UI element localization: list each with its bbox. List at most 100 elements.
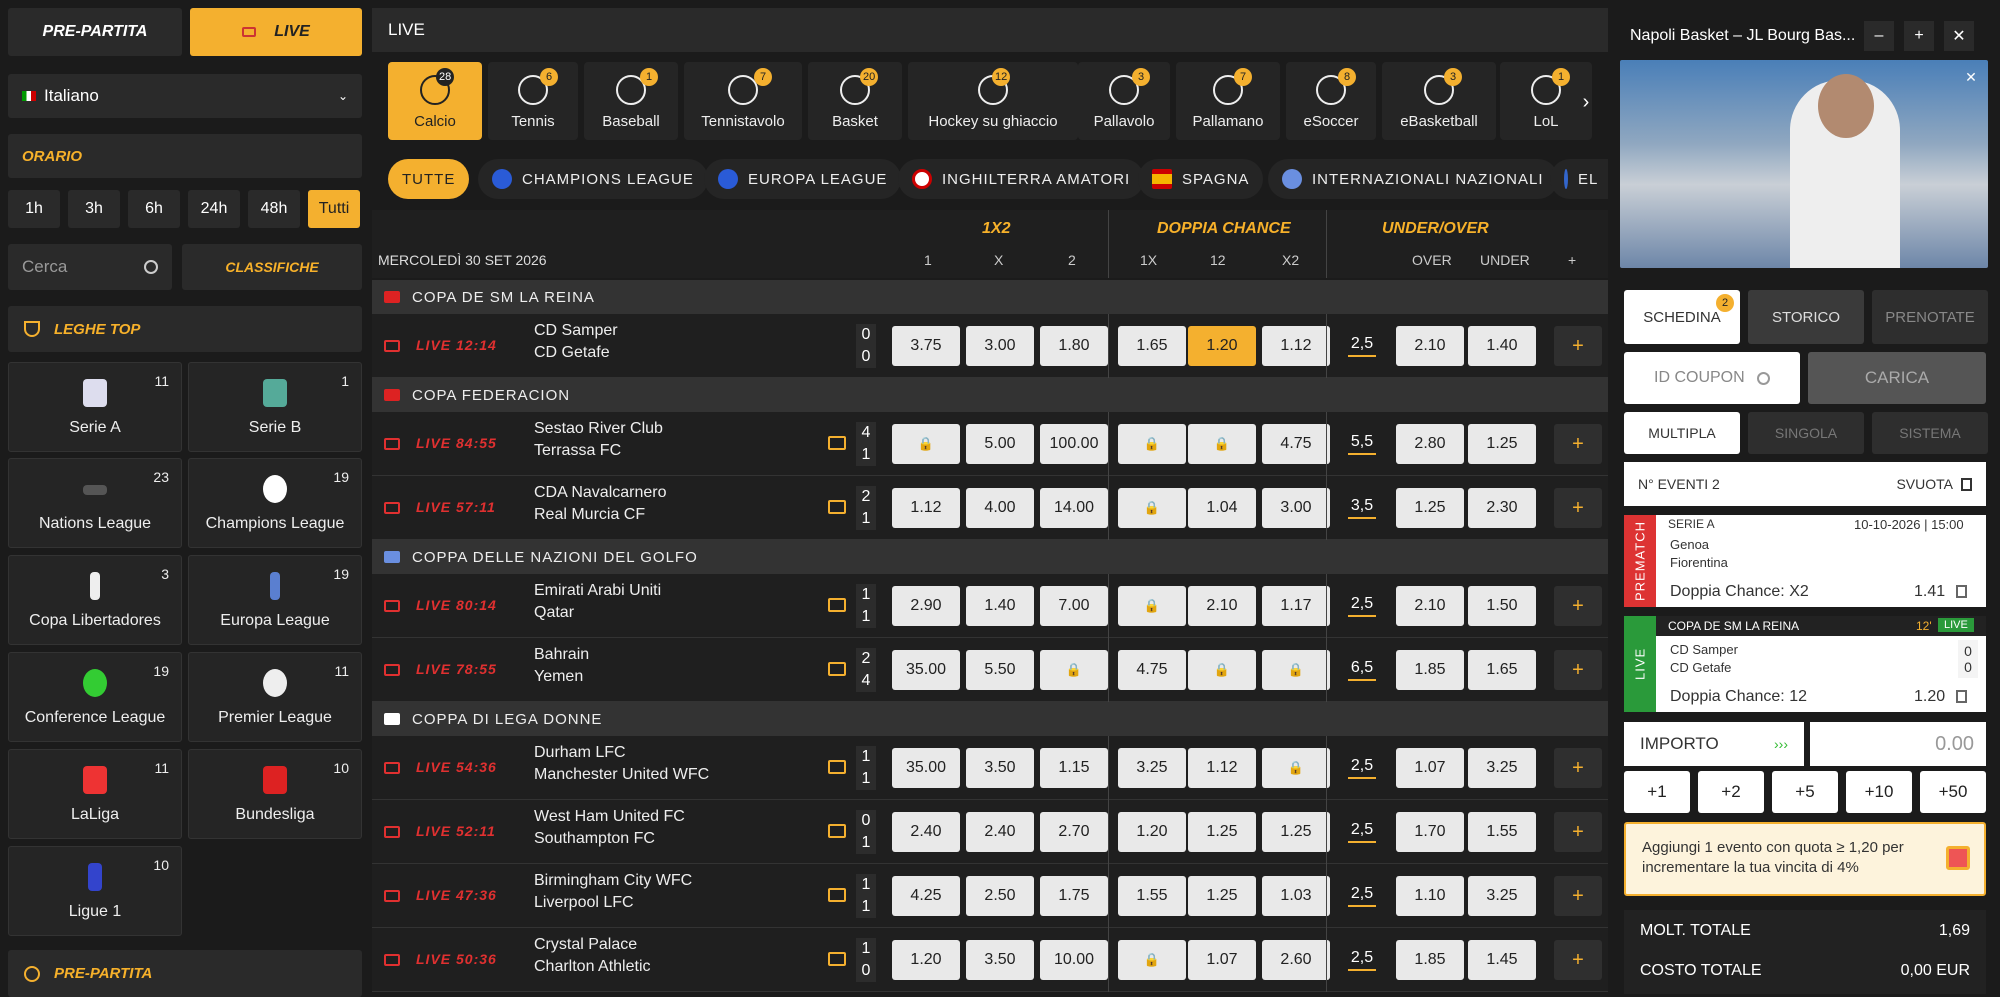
match-row[interactable]: LIVE 80:14 Emirati Arabi Uniti Qatar 1 1 2.90… <box>372 574 1608 638</box>
uo-line-select[interactable]: 3,5 <box>1332 488 1392 528</box>
under-odd[interactable]: 1.55 <box>1468 812 1536 852</box>
more-markets-button[interactable]: + <box>1554 326 1602 366</box>
sport-tennis[interactable]: 6 Tennis <box>488 62 578 140</box>
lock-icon[interactable]: 🔒 <box>1188 424 1256 464</box>
under-odd[interactable]: 3.25 <box>1468 748 1536 788</box>
video-player[interactable]: ✕ <box>1620 60 1988 268</box>
tv-icon[interactable] <box>828 500 846 514</box>
video-close-icon[interactable]: ✕ <box>1965 68 1977 85</box>
league-serie-b[interactable]: 1 Serie B <box>188 362 362 452</box>
comp-internazionali[interactable]: INTERNAZIONALI NAZIONALI <box>1268 159 1558 199</box>
lock-icon[interactable]: 🔒 <box>1118 586 1186 626</box>
lock-icon[interactable]: 🔒 <box>1262 748 1330 788</box>
sport-lol[interactable]: 1 LoL <box>1500 62 1592 140</box>
odd-button[interactable]: 2.70 <box>1040 812 1108 852</box>
uo-line-select[interactable]: 2,5 <box>1332 326 1392 366</box>
odd-button[interactable]: 4.75 <box>1118 650 1186 690</box>
under-odd[interactable]: 1.65 <box>1468 650 1536 690</box>
orario-48h[interactable]: 48h <box>248 190 300 228</box>
classifiche-button[interactable]: CLASSIFICHE <box>182 244 362 290</box>
more-markets-button[interactable]: + <box>1554 748 1602 788</box>
mode-multipla[interactable]: MULTIPLA <box>1624 412 1740 454</box>
tv-icon[interactable] <box>828 824 846 838</box>
under-odd[interactable]: 1.50 <box>1468 586 1536 626</box>
comp-el[interactable]: EL <box>1550 159 1608 199</box>
uo-line-select[interactable]: 6,5 <box>1332 650 1392 690</box>
over-odd[interactable]: 1.85 <box>1396 940 1464 980</box>
under-odd[interactable]: 1.45 <box>1468 940 1536 980</box>
league-nations-league[interactable]: 23 Nations League <box>8 458 182 548</box>
lock-icon[interactable]: 🔒 <box>1118 940 1186 980</box>
over-odd[interactable]: 2.80 <box>1396 424 1464 464</box>
sport-ebasketball[interactable]: 3 eBasketball <box>1382 62 1496 140</box>
comp-inghilterra[interactable]: INGHILTERRA AMATORI <box>898 159 1145 199</box>
tv-icon[interactable] <box>828 888 846 902</box>
match-row[interactable]: LIVE 54:36 Durham LFC Manchester United WF… <box>372 736 1608 800</box>
quick-amount-10[interactable]: +10 <box>1846 771 1912 813</box>
over-odd[interactable]: 1.85 <box>1396 650 1464 690</box>
odd-button[interactable]: 1.12 <box>1188 748 1256 788</box>
more-markets-button[interactable]: + <box>1554 424 1602 464</box>
league-premier-league[interactable]: 11 Premier League <box>188 652 362 742</box>
odd-button[interactable]: 1.25 <box>1262 812 1330 852</box>
tab-prenotate[interactable]: PRENOTATE <box>1872 290 1988 344</box>
odd-button[interactable]: 1.55 <box>1118 876 1186 916</box>
lock-icon[interactable]: 🔒 <box>1262 650 1330 690</box>
odd-button[interactable]: 1.04 <box>1188 488 1256 528</box>
lock-icon[interactable]: 🔒 <box>1118 424 1186 464</box>
comp-champions[interactable]: CHAMPIONS LEAGUE <box>478 159 708 199</box>
tab-schedina[interactable]: SCHEDINA 2 <box>1624 290 1740 344</box>
tv-icon[interactable] <box>828 760 846 774</box>
minimize-icon[interactable]: – <box>1864 21 1894 51</box>
chevron-right-icon[interactable]: › <box>1582 90 1590 113</box>
odd-button[interactable]: 1.07 <box>1188 940 1256 980</box>
odd-button[interactable]: 2.10 <box>1188 586 1256 626</box>
orario-24h[interactable]: 24h <box>188 190 240 228</box>
more-markets-button[interactable]: + <box>1554 650 1602 690</box>
odd-button[interactable]: 2.40 <box>892 812 960 852</box>
match-row[interactable]: LIVE 78:55 Bahrain Yemen 2 4 35.00 5.50 🔒 4.75 🔒 🔒… <box>372 638 1608 702</box>
uo-line-select[interactable]: 2,5 <box>1332 876 1392 916</box>
sport-pallamano[interactable]: 7 Pallamano <box>1176 62 1280 140</box>
sport-pallavolo[interactable]: 3 Pallavolo <box>1078 62 1170 140</box>
odd-button[interactable]: 3.00 <box>966 326 1034 366</box>
odd-button[interactable]: 4.00 <box>966 488 1034 528</box>
odd-button[interactable]: 3.00 <box>1262 488 1330 528</box>
tv-icon[interactable] <box>828 598 846 612</box>
pre-partita-footer[interactable]: PRE-PARTITA <box>8 950 362 997</box>
sport-esoccer[interactable]: 8 eSoccer <box>1286 62 1376 140</box>
odd-button[interactable]: 1.20 <box>1188 326 1256 366</box>
odd-button[interactable]: 3.25 <box>1118 748 1186 788</box>
uo-line-select[interactable]: 2,5 <box>1332 812 1392 852</box>
tv-icon[interactable] <box>828 662 846 676</box>
lock-icon[interactable]: 🔒 <box>1118 488 1186 528</box>
over-odd[interactable]: 2.10 <box>1396 326 1464 366</box>
under-odd[interactable]: 3.25 <box>1468 876 1536 916</box>
comp-europa[interactable]: EUROPA LEAGUE <box>704 159 902 199</box>
lock-icon[interactable]: 🔒 <box>892 424 960 464</box>
quick-amount-1[interactable]: +1 <box>1624 771 1690 813</box>
quick-amount-50[interactable]: +50 <box>1920 771 1986 813</box>
coupon-input[interactable]: ID COUPON <box>1624 352 1800 404</box>
odd-button[interactable]: 1.80 <box>1040 326 1108 366</box>
trash-icon[interactable] <box>1956 690 1967 703</box>
uo-line-select[interactable]: 2,5 <box>1332 940 1392 980</box>
league-europa-league[interactable]: 19 Europa League <box>188 555 362 645</box>
more-markets-button[interactable]: + <box>1554 876 1602 916</box>
more-markets-button[interactable]: + <box>1554 586 1602 626</box>
sport-calcio[interactable]: 28 Calcio <box>388 62 482 140</box>
under-odd[interactable]: 2.30 <box>1468 488 1536 528</box>
odd-button[interactable]: 5.50 <box>966 650 1034 690</box>
odd-button[interactable]: 1.20 <box>892 940 960 980</box>
odd-button[interactable]: 2.90 <box>892 586 960 626</box>
odd-button[interactable]: 1.25 <box>1188 812 1256 852</box>
odd-button[interactable]: 1.40 <box>966 586 1034 626</box>
over-odd[interactable]: 1.07 <box>1396 748 1464 788</box>
sport-hockey[interactable]: 12 Hockey su ghiaccio <box>908 62 1078 140</box>
live-tab[interactable]: LIVE <box>190 8 362 56</box>
under-odd[interactable]: 1.40 <box>1468 326 1536 366</box>
pre-partita-tab[interactable]: PRE-PARTITA <box>8 8 182 56</box>
over-odd[interactable]: 1.10 <box>1396 876 1464 916</box>
close-icon[interactable]: ✕ <box>1944 21 1974 51</box>
quick-amount-5[interactable]: +5 <box>1772 771 1838 813</box>
